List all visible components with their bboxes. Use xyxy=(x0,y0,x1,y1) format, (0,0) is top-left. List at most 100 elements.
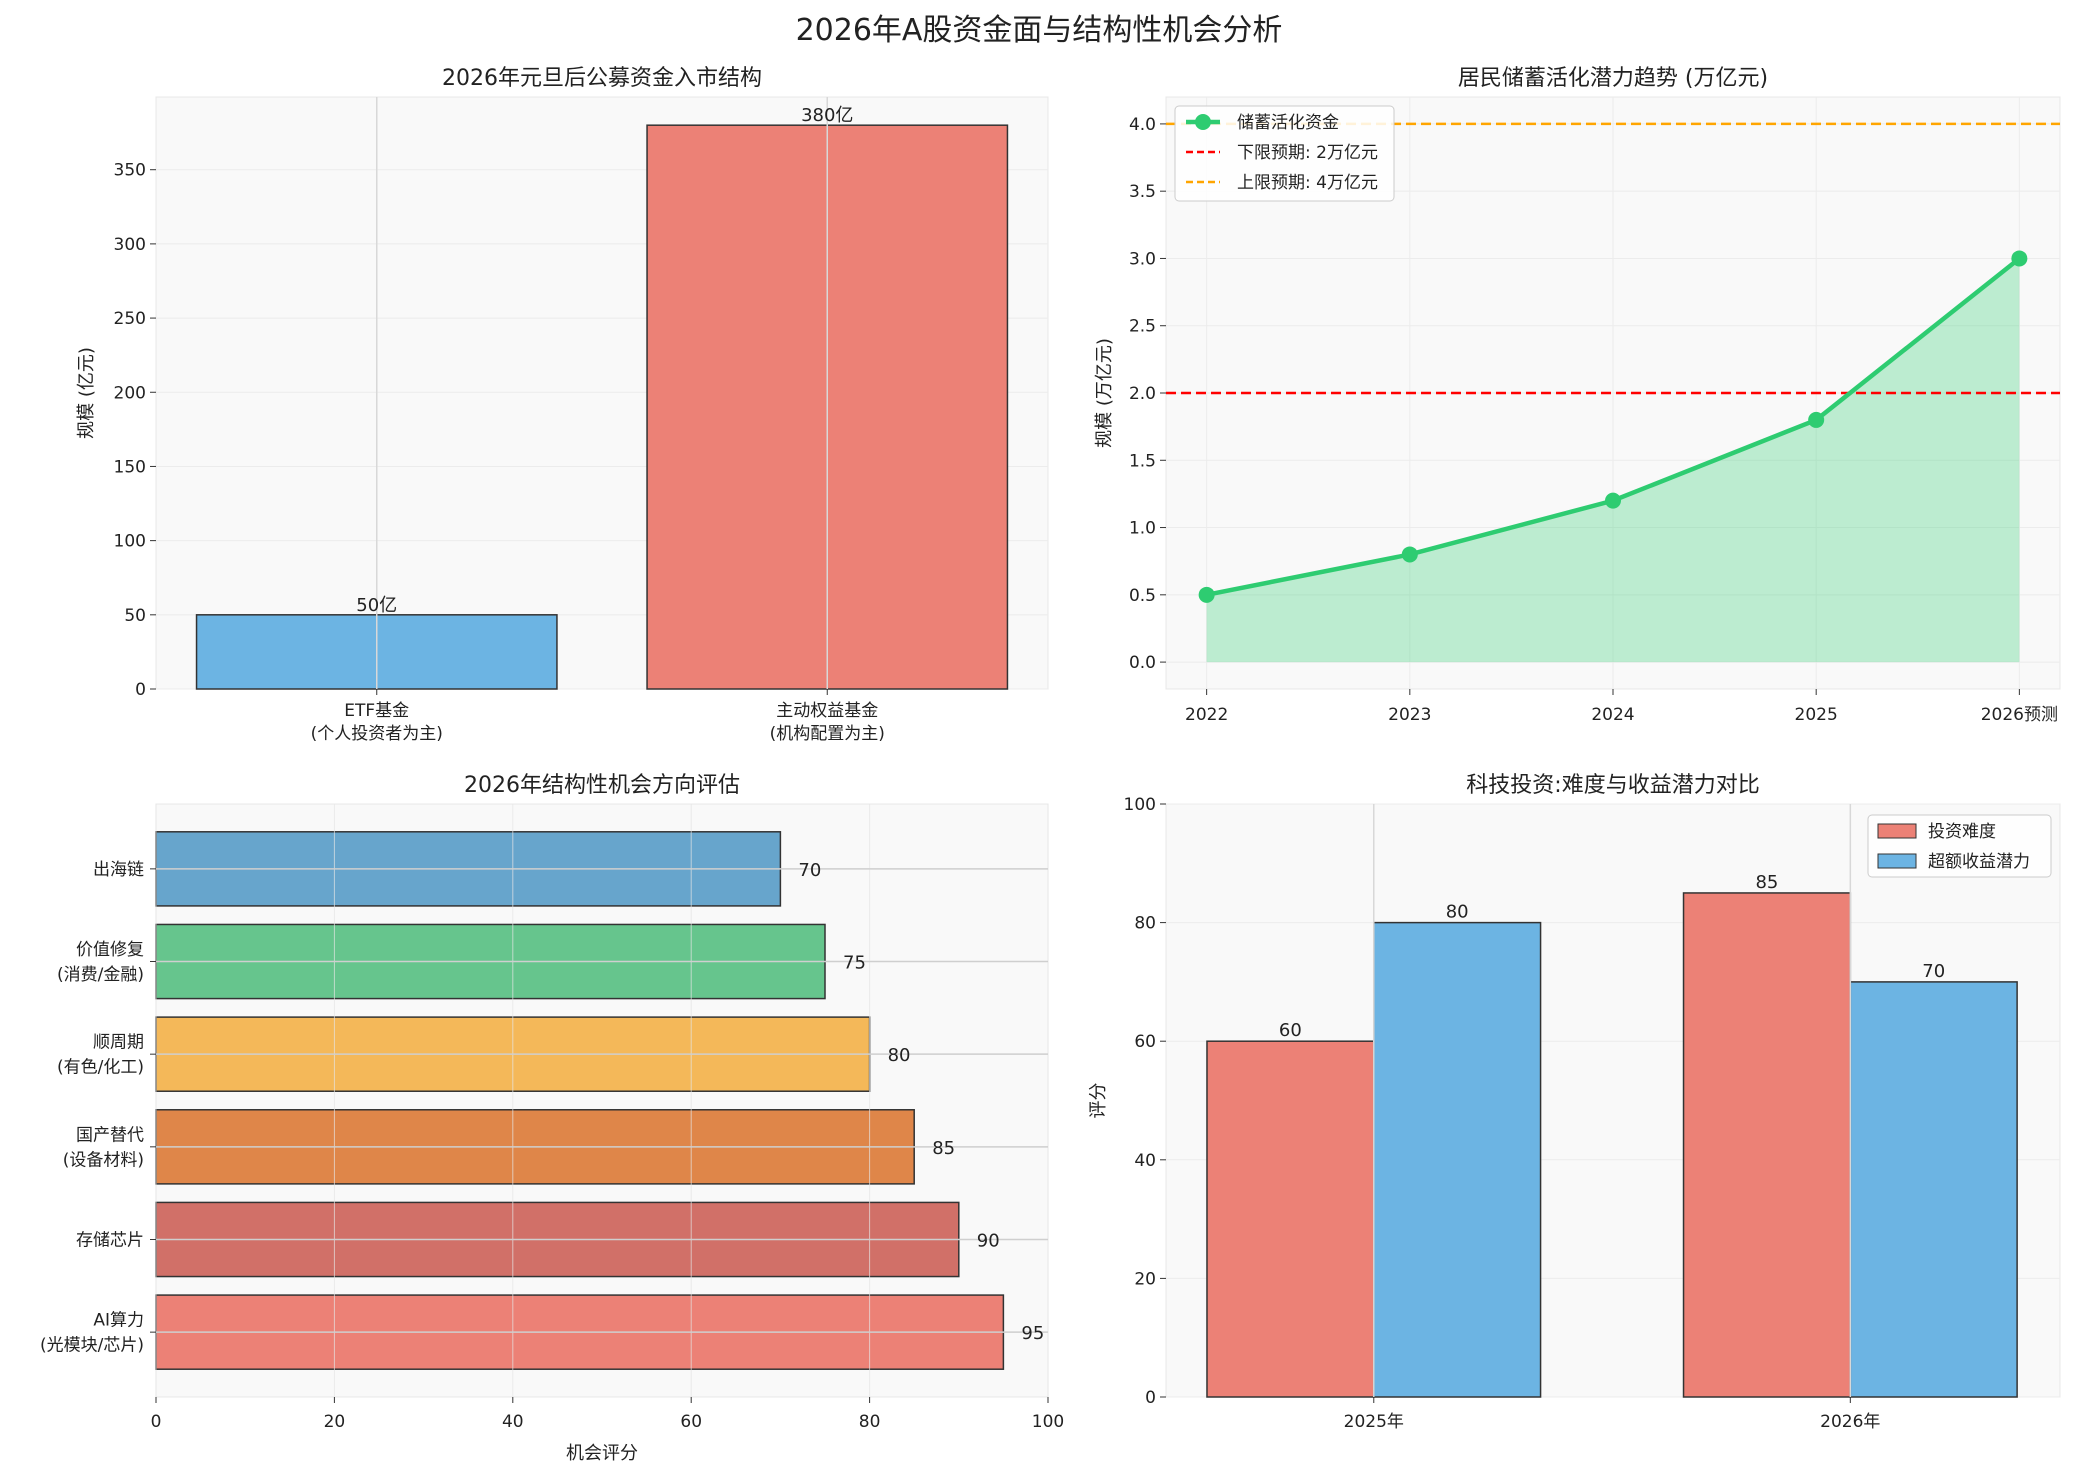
y-tick-label: 0 xyxy=(1145,1388,1156,1408)
y-tick-label: 0.0 xyxy=(1129,653,1156,673)
legend-label: 下限预期: 2万亿元 xyxy=(1237,143,1378,163)
y-tick-label: 1.0 xyxy=(1129,519,1156,539)
label-line: 价值修复 xyxy=(76,940,144,960)
y-tick-label: 2.5 xyxy=(1129,317,1156,337)
label-line: (个人投资者为主) xyxy=(311,724,443,744)
chart-panel-3: 2026年结构性机会方向评估 0 20 40 60 80 100 AI算力 (光模块/芯片) 95… xyxy=(40,773,1064,1464)
y-tick-label: 存储芯片 xyxy=(76,1230,144,1250)
data-label: 70 xyxy=(798,860,821,881)
label-line: (消费/金融) xyxy=(57,965,144,985)
y-tick-label: 0.5 xyxy=(1129,586,1156,606)
y-axis-label: 规模 (亿元) xyxy=(76,347,97,439)
chart-title: 2026年元旦后公募资金入市结构 xyxy=(442,66,762,91)
label-line: AI算力 xyxy=(93,1311,144,1331)
label-line: (设备材料) xyxy=(63,1150,144,1170)
label-line: ETF基金 xyxy=(344,701,409,721)
x-tick-label: 60 xyxy=(680,1412,702,1432)
bar xyxy=(1206,1040,1375,1398)
y-tick-label: 3.0 xyxy=(1129,249,1156,269)
y-tick-label: 350 xyxy=(114,161,146,181)
y-tick-label: 50 xyxy=(124,606,146,626)
data-label: 95 xyxy=(1021,1323,1044,1344)
x-tick-label: 2025 xyxy=(1795,705,1838,725)
x-tick-label: 2022 xyxy=(1185,705,1228,725)
x-tick-label: 主动权益基金 (机构配置为主) xyxy=(770,701,885,744)
y-tick-label: 60 xyxy=(1134,1032,1156,1052)
label-line: (机构配置为主) xyxy=(770,724,885,744)
data-label: 90 xyxy=(977,1230,1000,1251)
legend-label: 超额收益潜力 xyxy=(1928,852,2030,872)
chart-panel-4: 科技投资:难度与收益潜力对比 0 20 40 60 80 100 60 85 80 70 2025年 2… xyxy=(1088,773,2061,1432)
bar xyxy=(1849,981,2018,1398)
legend-swatch xyxy=(1877,823,1917,839)
y-tick-label: 价值修复 (消费/金融) xyxy=(57,940,144,985)
label-line: 存储芯片 xyxy=(76,1230,144,1250)
y-tick-label: 250 xyxy=(114,309,146,329)
data-label: 85 xyxy=(1755,872,1778,893)
data-point xyxy=(1605,492,1621,509)
x-tick-label: 80 xyxy=(859,1412,881,1432)
x-tick-label: 2023 xyxy=(1388,705,1431,725)
label-line: 主动权益基金 xyxy=(776,701,878,721)
y-tick-label: 3.5 xyxy=(1129,182,1156,202)
y-axis-label: 评分 xyxy=(1088,1083,1109,1119)
x-tick-label: 20 xyxy=(324,1412,346,1432)
chart-title: 2026年结构性机会方向评估 xyxy=(464,773,740,798)
legend-label: 上限预期: 4万亿元 xyxy=(1237,173,1378,193)
bar xyxy=(1373,921,1542,1398)
y-tick-label: 20 xyxy=(1134,1269,1156,1289)
y-tick-label: 4.0 xyxy=(1129,115,1156,135)
x-tick-label: 40 xyxy=(502,1412,524,1432)
chart-title: 科技投资:难度与收益潜力对比 xyxy=(1466,773,1759,798)
y-tick-label: 300 xyxy=(114,235,146,255)
y-tick-label: 0 xyxy=(135,680,146,700)
x-tick-label: 2024 xyxy=(1591,705,1634,725)
y-tick-label: 2.0 xyxy=(1129,384,1156,404)
chart-panel-1: 2026年元旦后公募资金入市结构 0 50 100 150 200 250 300 350 50亿… xyxy=(76,66,1049,744)
chart-title: 居民储蓄活化潜力趋势 (万亿元) xyxy=(1458,66,1768,91)
legend-marker xyxy=(1195,114,1211,130)
x-tick-label: 2026预测 xyxy=(1981,705,2058,725)
x-tick-label: ETF基金 (个人投资者为主) xyxy=(311,701,443,744)
x-axis-label: 机会评分 xyxy=(566,1443,638,1464)
label-line: 国产替代 xyxy=(76,1125,144,1145)
y-tick-label: 80 xyxy=(1134,914,1156,934)
figure-title: 2026年A股资金面与结构性机会分析 xyxy=(796,13,1283,48)
x-tick-label: 2025年 xyxy=(1344,1412,1404,1432)
data-label: 80 xyxy=(1446,902,1469,923)
label-line: (光模块/芯片) xyxy=(40,1336,144,1356)
legend-swatch xyxy=(1877,853,1917,869)
y-tick-label: 40 xyxy=(1134,1151,1156,1171)
y-axis-label: 规模 (万亿元) xyxy=(1094,338,1115,448)
chart-panel-2: 居民储蓄活化潜力趋势 (万亿元) 0.0 0.5 1.0 1.5 2.0 2.5 3.0 3.5… xyxy=(1094,66,2061,725)
label-line: 出海链 xyxy=(93,860,144,880)
y-tick-label: 出海链 xyxy=(93,860,144,880)
y-tick-label: 1.5 xyxy=(1129,451,1156,471)
x-tick-label: 2026年 xyxy=(1820,1412,1880,1432)
data-point xyxy=(1198,586,1215,603)
y-tick-label: AI算力 (光模块/芯片) xyxy=(40,1311,144,1356)
data-label: 85 xyxy=(932,1138,955,1159)
legend-label: 投资难度 xyxy=(1928,822,1996,842)
y-tick-label: 200 xyxy=(114,383,146,403)
data-label: 75 xyxy=(843,953,866,974)
data-label: 60 xyxy=(1279,1020,1302,1041)
x-tick-label: 100 xyxy=(1032,1412,1064,1432)
label-line: 顺周期 xyxy=(93,1033,144,1053)
data-label: 70 xyxy=(1922,961,1945,982)
data-label: 50亿 xyxy=(356,595,397,616)
x-tick-label: 0 xyxy=(151,1412,162,1432)
y-tick-label: 顺周期 (有色/化工) xyxy=(57,1033,144,1078)
data-label: 380亿 xyxy=(801,105,853,126)
y-tick-label: 100 xyxy=(1124,795,1156,815)
data-point xyxy=(1808,411,1825,428)
label-line: (有色/化工) xyxy=(57,1058,144,1078)
data-point xyxy=(1401,546,1418,563)
y-tick-label: 150 xyxy=(114,457,146,477)
y-tick-label: 100 xyxy=(114,532,146,552)
bar xyxy=(1682,892,1852,1398)
data-label: 80 xyxy=(888,1045,911,1066)
